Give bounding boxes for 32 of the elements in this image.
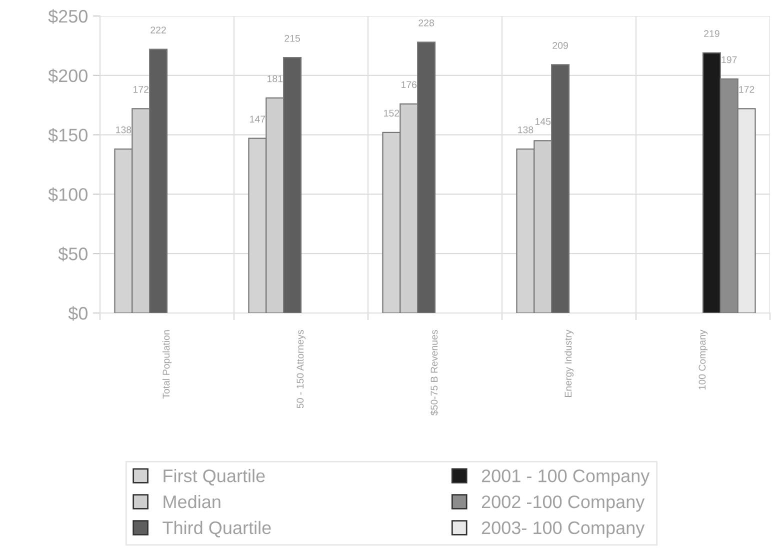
y-tick-label: $100 (48, 187, 88, 202)
y-tick-label: $250 (48, 9, 88, 24)
data-label: 222 (150, 26, 166, 34)
x-tick-label: 100 Company (698, 330, 708, 390)
y-tick-label: $150 (48, 128, 88, 143)
x-tick-label: Energy Industry (564, 330, 574, 397)
x-tick-label: $50-75 B Revenues (430, 330, 438, 416)
x-tick-label: Total Population (162, 330, 172, 399)
data-label: 172 (739, 86, 754, 93)
data-label: 228 (418, 19, 434, 26)
y-tick-label: $0 (68, 306, 88, 321)
data-label: 219 (704, 30, 720, 38)
legend-label: Third Quartile (162, 520, 271, 538)
y-tick-label: $200 (48, 68, 88, 84)
data-label: 181 (268, 75, 283, 82)
data-label: 147 (250, 116, 266, 122)
data-label: 197 (722, 56, 737, 64)
data-label: 145 (536, 118, 551, 125)
data-label: 138 (116, 126, 132, 134)
legend-label: 2002 -100 Company (482, 495, 645, 512)
data-label: 209 (552, 42, 568, 49)
data-label: 176 (402, 81, 417, 88)
data-label: 138 (518, 126, 534, 134)
legend-label: Median (164, 494, 220, 508)
legend-label: 2003- 100 Company (482, 521, 645, 538)
legend-label: First Quartile (164, 469, 265, 486)
data-label: 172 (134, 86, 148, 93)
y-tick-label: $50 (58, 246, 88, 262)
data-label: 215 (284, 34, 300, 42)
data-label: 152 (384, 110, 400, 117)
legend-label: 2001 - 100 Company (482, 469, 650, 486)
x-tick-label: 50 - 150 Attorneys (296, 330, 306, 408)
